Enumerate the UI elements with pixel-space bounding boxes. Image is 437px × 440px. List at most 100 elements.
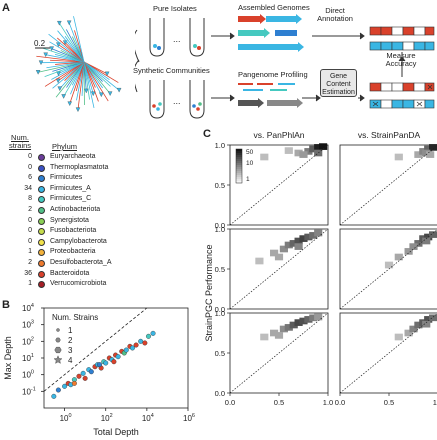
heatmap-cell — [289, 321, 298, 329]
tree-tip-marker — [55, 78, 61, 84]
tree-branch — [56, 37, 85, 63]
scatter-point — [62, 383, 68, 389]
ellipsis-bottom: ... — [173, 96, 181, 106]
heatmap-cell — [270, 249, 279, 257]
heatmap-cell — [424, 233, 433, 241]
tree-tip-marker — [99, 92, 104, 98]
heatmap-cell — [424, 316, 433, 323]
heatmap-cell — [422, 320, 431, 328]
legend-strain-count: 2 — [28, 259, 32, 266]
colorbar-segment — [236, 171, 242, 174]
legend-color-dot — [38, 270, 45, 278]
legend-strain-count: 2 — [28, 206, 32, 213]
heatmap-y-tick-label: 0.5 — [215, 181, 225, 190]
tree-tip-marker — [38, 60, 44, 66]
colorbar-segment — [236, 173, 242, 176]
heatmap-cell — [270, 329, 279, 337]
heatmap-cell — [304, 233, 313, 241]
scatter-point — [88, 369, 94, 375]
tree-tip-marker — [61, 94, 66, 99]
tree-tip-marker — [35, 70, 41, 75]
direct-annotation-matrix — [369, 26, 435, 51]
colorbar-tick-label: 50 — [246, 149, 254, 156]
heatmap-cell — [394, 153, 403, 161]
pure-isolates-label: Pure Isolates — [153, 4, 197, 13]
heatmap-cell — [384, 261, 394, 269]
colorbar-segment — [236, 181, 242, 184]
tree-branch — [83, 61, 90, 100]
measure-accuracy-label: Measure Accuracy — [385, 51, 417, 68]
tree-scale-label: 0.2 — [34, 39, 46, 48]
tree-branch — [44, 61, 85, 78]
heatmap-cell — [426, 151, 435, 158]
assembled-genomes-label: Assembled Genomes — [238, 3, 310, 12]
heatmap-y-tick-label: 0.0 — [215, 221, 225, 230]
colorbar-segment — [236, 163, 242, 166]
heatmap-cell — [279, 325, 288, 333]
synthetic-communities-label: Synthetic Communities — [133, 66, 210, 75]
colorbar-segment — [236, 155, 242, 158]
heatmap-cell — [429, 231, 437, 238]
tree-tip-marker — [104, 71, 110, 77]
heatmap-x-tick-label: 1.0 — [323, 398, 333, 407]
diagonal-reference-line — [339, 313, 437, 394]
pangenome-profiling-label: Pangenome Profiling — [238, 70, 308, 79]
diagonal-reference-line — [229, 144, 329, 226]
scatter-point — [55, 387, 61, 393]
heatmap-x-tick-label: 0.5 — [274, 398, 284, 407]
tree-tip-marker — [62, 40, 68, 45]
scatter-point — [150, 330, 156, 336]
x-tick-label: 100 — [60, 413, 72, 423]
legend-strain-count: 6 — [28, 174, 32, 182]
panel-a-label: A — [2, 2, 10, 14]
legend-phylum-name: Verrucomicrobiota — [50, 280, 107, 288]
schematic-drawing: ... ... — [135, 14, 435, 119]
legend-color-dot — [38, 238, 45, 246]
heatmap-cell — [314, 149, 323, 157]
scatter-legend-title: Num. Strains — [52, 313, 98, 322]
colorbar-segment — [236, 169, 242, 172]
heatmap-cell — [314, 313, 323, 321]
heatmap-cell — [299, 235, 308, 242]
heatmap-cell — [409, 325, 418, 333]
scatter-point — [123, 347, 129, 353]
tree-branch — [83, 61, 111, 87]
legend-strain-count: 1 — [28, 280, 32, 288]
colorbar-segment — [236, 153, 242, 156]
scatter-legend-label: 4 — [68, 356, 73, 365]
tree-tip-marker — [116, 87, 122, 93]
legend-strain-count: 0 — [28, 216, 32, 224]
heatmap-cell — [394, 333, 403, 341]
scatter-point — [129, 345, 135, 351]
legend-phylum-header: Phylum — [52, 142, 78, 151]
scatter-point — [51, 393, 57, 399]
tree-branch — [83, 61, 102, 95]
tree-tip-marker — [43, 52, 48, 58]
diagonal-reference-line — [339, 145, 437, 226]
heatmap-cell — [314, 229, 323, 237]
scatter-point — [111, 359, 117, 365]
y-axis-label: Max Depth — [3, 336, 13, 380]
tree-tip-marker — [56, 42, 61, 47]
heatmap-cell — [304, 148, 313, 155]
legend-color-dot — [38, 175, 45, 183]
heatmap-cell — [429, 314, 437, 322]
scatter-point — [138, 338, 144, 344]
legend-color-dot — [38, 249, 45, 257]
legend-marker — [53, 355, 63, 364]
legend-phylum-name: Synergistota — [50, 216, 89, 224]
tree-branch — [83, 61, 111, 94]
phylogenetic-tree — [35, 16, 122, 112]
tree-branch — [44, 61, 85, 87]
tree-branch — [49, 41, 85, 63]
legend-strain-count: 36 — [24, 269, 32, 277]
legend-count-header: Num. strains — [8, 133, 32, 150]
heatmap-cell — [274, 332, 284, 339]
scatter-point — [133, 342, 139, 348]
heatmap-cell — [274, 253, 284, 261]
tree-tip-marker — [75, 107, 81, 112]
tree-tip-marker — [57, 86, 63, 91]
x-tick-label: 106 — [183, 413, 195, 423]
